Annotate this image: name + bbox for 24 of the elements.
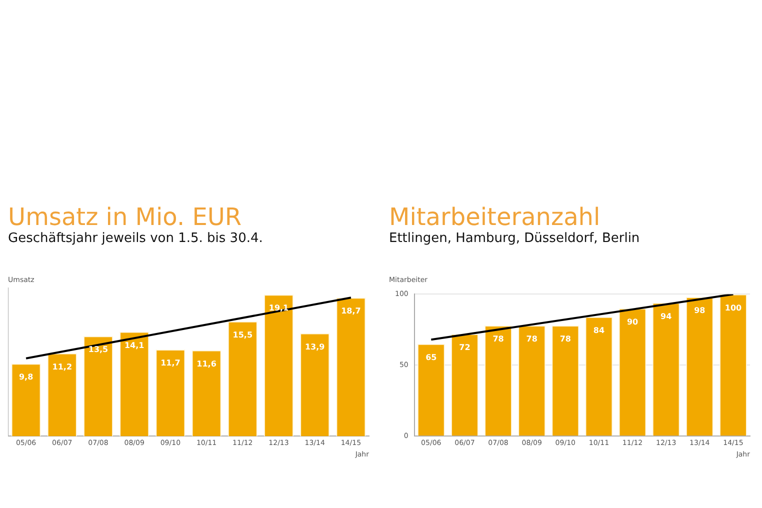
data-label: 72 (459, 343, 470, 352)
chart-subtitle: Geschäftsjahr jeweils von 1.5. bis 30.4. (8, 231, 264, 246)
data-label: 78 (560, 334, 572, 344)
data-label: 98 (694, 306, 706, 316)
data-label: 90 (626, 317, 639, 326)
data-label: 100 (724, 303, 742, 312)
chart-subtitle: Ettlingen, Hamburg, Düsseldorf, Berlin (389, 231, 641, 246)
data-label: 78 (526, 334, 538, 344)
data-label: 14,1 (124, 340, 145, 350)
data-label: 19,1 (268, 304, 290, 313)
data-label: 15,5 (232, 330, 253, 340)
data-label: 9,8 (18, 372, 34, 382)
data-label: 11,6 (196, 359, 217, 368)
data-label: 94 (660, 312, 672, 321)
data-label: 11,2 (52, 362, 72, 372)
chart-title: Mitarbeiteranzahl (389, 203, 602, 231)
chart-title: Umsatz in Mio. EUR (8, 203, 243, 231)
data-label: 65 (426, 352, 438, 362)
data-label: 18,7 (341, 306, 361, 316)
data-label: 78 (492, 334, 504, 344)
data-label: 11,7 (160, 358, 180, 368)
data-label: 84 (593, 326, 605, 335)
data-label: 13,9 (304, 342, 326, 352)
data-label: 13,5 (88, 345, 109, 354)
